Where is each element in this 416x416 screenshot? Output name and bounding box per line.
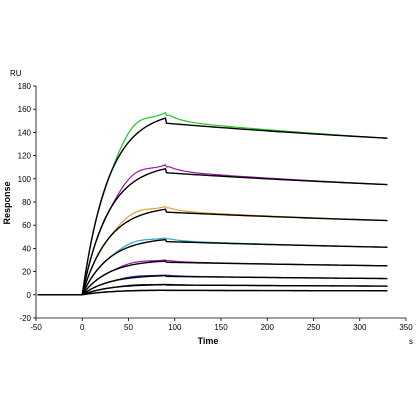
y-tick-label: 160: [18, 105, 32, 114]
x-unit-label: s: [409, 337, 413, 346]
y-tick-label: 180: [18, 82, 32, 91]
y-tick-label: 40: [22, 244, 31, 253]
y-tick-label: 20: [22, 268, 31, 277]
data-series-line: [37, 164, 388, 296]
x-tick-label: 100: [168, 323, 182, 332]
x-tick-label: 150: [214, 323, 228, 332]
fit-curve-line: [37, 117, 388, 296]
y-axis-title: Response: [2, 181, 12, 224]
y-tick-label: 80: [22, 198, 31, 207]
y-tick-label: 0: [27, 291, 32, 300]
x-tick-label: 350: [399, 323, 413, 332]
fit-curve-line: [37, 289, 388, 296]
x-axis-title: Time: [198, 336, 219, 346]
y-tick-label: 140: [18, 128, 32, 137]
x-tick-label: 50: [124, 323, 133, 332]
x-tick-label: 300: [353, 323, 367, 332]
x-tick-label: 0: [80, 323, 85, 332]
tick-group: -50 0 50 100 150 200 250 300 350 -20 0 20 40 60 80 100 1…: [18, 82, 414, 332]
data-series-line: [37, 111, 388, 296]
fit-curve-line: [37, 283, 388, 296]
data-series-line: [37, 205, 388, 296]
y-tick-label: 60: [22, 221, 31, 230]
y-unit-label: RU: [10, 69, 22, 78]
fit-curve-line: [37, 274, 388, 296]
x-tick-label: 250: [307, 323, 321, 332]
fit-curve-line: [37, 208, 388, 296]
y-tick-label: 120: [18, 152, 32, 161]
fit-curve-line: [37, 167, 388, 296]
x-tick-label: 200: [261, 323, 275, 332]
x-tick-label: -50: [30, 323, 42, 332]
fit-curve-line: [37, 238, 388, 296]
fit-curve-line: [37, 260, 388, 296]
y-tick-label: -20: [19, 314, 31, 323]
series-group: [37, 111, 388, 296]
y-tick-label: 100: [18, 175, 32, 184]
